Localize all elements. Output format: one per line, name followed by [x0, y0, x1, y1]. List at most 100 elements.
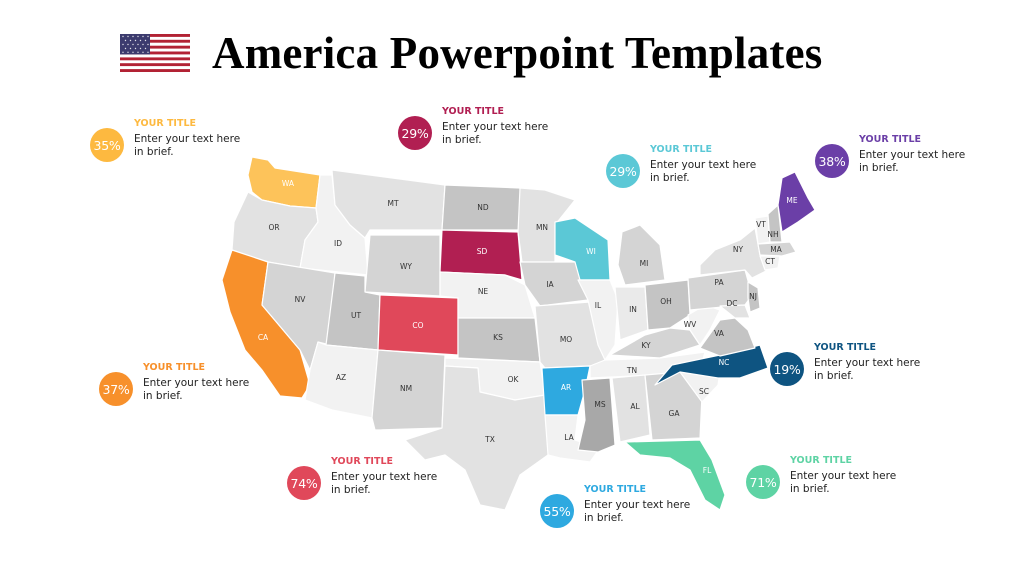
svg-text:VA: VA	[714, 329, 725, 338]
callout-text: Enter your text here in brief.	[331, 471, 438, 496]
svg-text:WV: WV	[684, 320, 697, 329]
svg-text:WY: WY	[400, 262, 412, 271]
svg-text:OK: OK	[508, 375, 520, 384]
state-ms[interactable]	[577, 377, 616, 453]
us-flag-icon	[120, 34, 190, 72]
page-title: America Powerpoint Templates	[212, 28, 823, 78]
svg-text:NC: NC	[719, 358, 730, 367]
svg-text:ND: ND	[477, 203, 489, 212]
svg-text:MO: MO	[560, 335, 572, 344]
callout-co: 74% YOUR TITLE Enter your text here in b…	[287, 456, 443, 500]
svg-text:LA: LA	[564, 433, 574, 442]
svg-text:NY: NY	[733, 245, 744, 254]
state-dc[interactable]	[719, 304, 751, 319]
callout-fl: 71% YOUR TITLE Enter your text here in b…	[746, 455, 902, 499]
state-fl[interactable]	[624, 439, 726, 511]
percent-badge: 29%	[398, 116, 432, 150]
callout-sd: 29% YOUR TITLE Enter your text here in b…	[398, 106, 554, 150]
svg-text:AL: AL	[630, 402, 640, 411]
percent-badge: 37%	[99, 372, 133, 406]
state-labels: WA OR CA ID NV MT WY UT CO AZ NM ND SD N…	[258, 179, 798, 475]
svg-text:MS: MS	[594, 400, 605, 409]
svg-text:SC: SC	[699, 387, 709, 396]
percent-badge: 35%	[90, 128, 124, 162]
svg-text:MN: MN	[536, 223, 548, 232]
callout-text: Enter your text here in brief.	[584, 499, 691, 524]
state-ma[interactable]	[757, 241, 797, 257]
callout-text: Enter your text here in brief.	[790, 470, 897, 495]
callout-title: YOUR TITLE	[650, 144, 712, 155]
callout-text: Enter your text here in brief.	[650, 159, 757, 184]
callout-text: Enter your text here in brief.	[859, 149, 966, 174]
state-sd[interactable]	[439, 229, 523, 281]
percent-badge: 19%	[770, 352, 804, 386]
callout-text: Enter your text here in brief.	[442, 121, 549, 146]
svg-text:KY: KY	[641, 341, 651, 350]
svg-text:DC: DC	[726, 299, 737, 308]
svg-text:IN: IN	[629, 305, 637, 314]
svg-text:TX: TX	[484, 435, 495, 444]
callout-text: Enter your text here in brief.	[814, 357, 921, 382]
callout-title: YOUR TITLE	[859, 134, 921, 145]
svg-text:FL: FL	[703, 466, 712, 475]
svg-text:TN: TN	[626, 366, 637, 375]
callout-title: YOUR TITLE	[331, 456, 393, 467]
state-oh[interactable]	[644, 279, 691, 331]
svg-text:AZ: AZ	[336, 373, 346, 382]
callout-text: Enter your text here in brief.	[143, 377, 250, 402]
svg-text:NH: NH	[767, 230, 778, 239]
percent-badge: 74%	[287, 466, 321, 500]
state-al[interactable]	[611, 374, 651, 443]
callout-title: YOUR TITLE	[134, 118, 196, 129]
svg-text:WA: WA	[282, 179, 295, 188]
callout-wa: 35% YOUR TITLE Enter your text here in b…	[90, 118, 246, 162]
svg-text:KS: KS	[493, 333, 503, 342]
state-me[interactable]	[777, 171, 816, 233]
svg-text:WI: WI	[586, 247, 596, 256]
svg-text:MI: MI	[640, 259, 649, 268]
svg-text:NV: NV	[295, 295, 307, 304]
svg-text:VT: VT	[756, 220, 766, 229]
svg-text:CA: CA	[258, 333, 269, 342]
state-tx[interactable]	[404, 365, 553, 511]
svg-text:OR: OR	[268, 223, 279, 232]
callout-text: Enter your text here in brief.	[134, 133, 241, 158]
percent-badge: 29%	[606, 154, 640, 188]
state-ar[interactable]	[541, 365, 591, 416]
svg-text:PA: PA	[714, 278, 724, 287]
state-nm[interactable]	[371, 349, 446, 431]
callout-title: YOUR TITLE	[790, 455, 852, 466]
header: America Powerpoint Templates	[120, 28, 823, 78]
svg-text:NM: NM	[400, 384, 412, 393]
state-mi[interactable]	[617, 224, 666, 286]
svg-text:NE: NE	[478, 287, 489, 296]
percent-badge: 38%	[815, 144, 849, 178]
svg-text:IL: IL	[595, 301, 602, 310]
callout-ca: 37% YOUR TITLE Enter your text here in b…	[99, 362, 255, 406]
state-il[interactable]	[577, 279, 619, 361]
svg-text:AR: AR	[561, 383, 571, 392]
callout-me: 38% YOUR TITLE Enter your text here in b…	[815, 134, 971, 178]
state-ia[interactable]	[519, 261, 589, 307]
state-ct[interactable]	[759, 255, 781, 271]
svg-text:IA: IA	[546, 280, 554, 289]
svg-text:MA: MA	[770, 245, 782, 254]
callout-nc: 19% YOUR TITLE Enter your text here in b…	[770, 342, 926, 386]
state-va[interactable]	[699, 317, 756, 357]
callout-title: YOUR TITLE	[814, 342, 876, 353]
callout-title: YOUR TITLE	[584, 484, 646, 495]
callout-title: YOUR TITLE	[442, 106, 504, 117]
svg-text:MT: MT	[387, 199, 398, 208]
svg-text:NJ: NJ	[749, 292, 757, 301]
state-nc[interactable]	[654, 344, 769, 386]
state-pa[interactable]	[687, 269, 753, 311]
svg-text:UT: UT	[351, 311, 361, 320]
svg-text:GA: GA	[669, 409, 681, 418]
percent-badge: 71%	[746, 465, 780, 499]
state-nj[interactable]	[747, 281, 761, 313]
svg-text:CO: CO	[412, 321, 423, 330]
svg-text:ME: ME	[786, 196, 797, 205]
callout-ar: 55% YOUR TITLE Enter your text here in b…	[540, 484, 696, 528]
percent-badge: 55%	[540, 494, 574, 528]
